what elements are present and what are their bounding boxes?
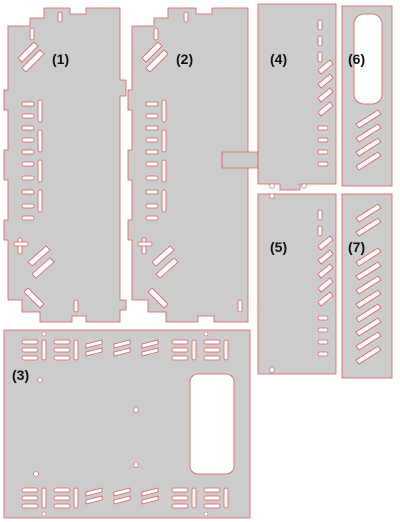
panel-4: (4) bbox=[257, 3, 337, 191]
panel-7-slots bbox=[355, 203, 382, 365]
panel-5: (5) bbox=[257, 193, 337, 375]
panel-6-label: (6) bbox=[348, 51, 365, 67]
panel-4-slots bbox=[269, 19, 334, 189]
panel-3-label: (3) bbox=[12, 367, 29, 383]
panel-4-label: (4) bbox=[270, 51, 287, 67]
panel-1: (1) bbox=[3, 7, 127, 323]
panel-7: (7) bbox=[341, 193, 393, 379]
panel-3-top-slots bbox=[21, 339, 229, 361]
panel-3: (3) bbox=[3, 329, 251, 519]
panel-5-slots bbox=[269, 193, 334, 373]
panel-3-holes bbox=[33, 331, 209, 517]
panel-3-bottom-slots bbox=[21, 487, 229, 509]
panel-2: (2) bbox=[127, 7, 259, 323]
panel-2-slots bbox=[137, 11, 243, 313]
panel-1-label: (1) bbox=[52, 51, 69, 67]
panel-1-slots bbox=[13, 11, 79, 313]
panel-5-label: (5) bbox=[270, 239, 287, 255]
panel-7-label: (7) bbox=[348, 239, 365, 255]
panel-6: (6) bbox=[341, 5, 393, 187]
panel-6-slots bbox=[355, 109, 382, 171]
panel-2-label: (2) bbox=[176, 51, 193, 67]
